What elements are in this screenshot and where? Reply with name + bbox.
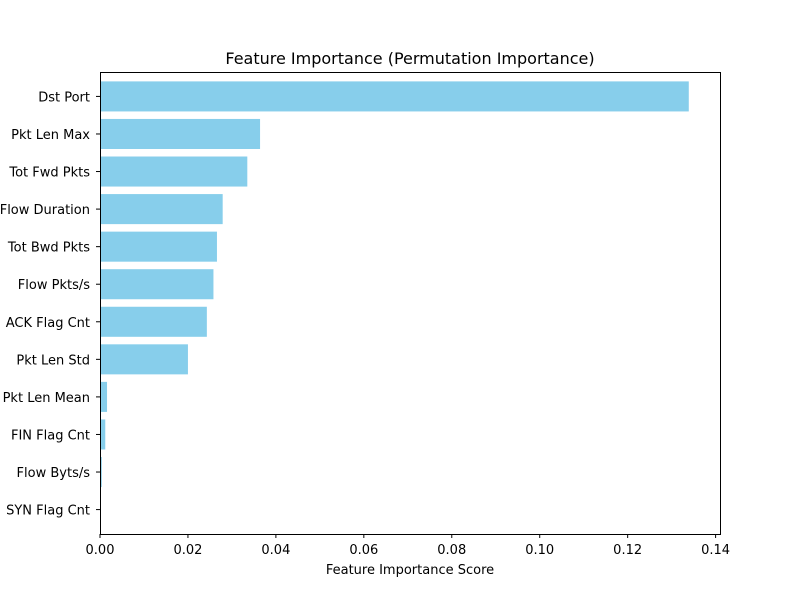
x-axis-ticks: 0.00 0.02 0.04 0.06 0.08 0.10 0.12 0.14 [86, 534, 730, 558]
bar-dst-port [100, 81, 689, 112]
bar-pkt-len-max [100, 118, 261, 149]
bar-ack-flag-cnt [100, 306, 207, 337]
y-tick-label: Dst Port [38, 90, 90, 105]
bar-flow-pkts-s [100, 269, 214, 300]
y-tick-label: Flow Byts/s [17, 466, 91, 481]
plot-frame [100, 72, 721, 535]
bar-tot-bwd-pkts [100, 231, 217, 262]
x-tick-label: 0.02 [173, 543, 202, 558]
y-tick-label: Pkt Len Std [16, 353, 90, 368]
x-tick-label: 0.10 [525, 543, 554, 558]
x-tick-label: 0.06 [349, 543, 378, 558]
y-tick-label: Pkt Len Mean [3, 391, 90, 406]
x-tick-label: 0.14 [701, 543, 730, 558]
y-tick-label: Tot Fwd Pkts [8, 166, 90, 181]
x-tick-label: 0.00 [86, 543, 115, 558]
bar-tot-fwd-pkts [100, 156, 248, 187]
x-tick-label: 0.08 [437, 543, 466, 558]
bar-pkt-len-mean [100, 381, 108, 412]
y-tick-label: SYN Flag Cnt [6, 504, 90, 519]
bar-flow-duration [100, 194, 223, 225]
y-tick-label: Pkt Len Max [11, 128, 90, 143]
bars-group [100, 81, 689, 488]
y-tick-label: Flow Pkts/s [18, 278, 90, 293]
x-tick-label: 0.12 [613, 543, 642, 558]
y-tick-label: FIN Flag Cnt [11, 428, 90, 443]
y-tick-label: Flow Duration [0, 203, 90, 218]
chart-title: Feature Importance (Permutation Importan… [225, 49, 594, 68]
bar-pkt-len-std [100, 344, 188, 375]
y-tick-label: ACK Flag Cnt [6, 316, 90, 331]
y-tick-label: Tot Bwd Pkts [7, 241, 90, 256]
y-axis-ticks: Dst Port Pkt Len Max Tot Fwd Pkts Flow Dura… [0, 90, 100, 519]
bar-fin-flag-cnt [100, 419, 106, 450]
x-tick-label: 0.04 [261, 543, 290, 558]
x-axis-label: Feature Importance Score [326, 563, 494, 578]
